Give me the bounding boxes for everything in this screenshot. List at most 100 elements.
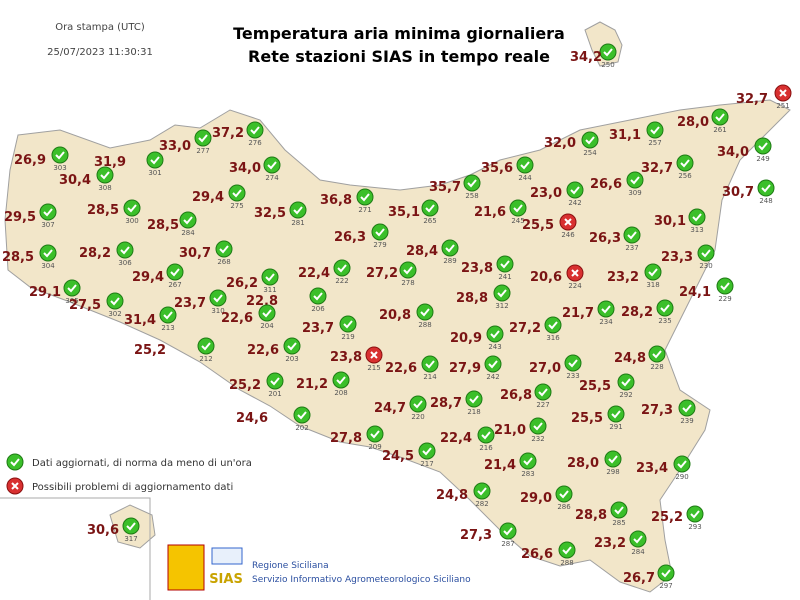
status-icon-ok [529,417,547,435]
station-id: 287 [501,540,514,548]
station: 217 24,5 [382,442,436,468]
status-icon-ok [493,284,511,302]
status-icon-ok [519,452,537,470]
icon-mark [630,176,640,185]
status-icon-ok [266,372,284,390]
status-icon-ok [477,426,495,444]
station-id: 201 [268,390,281,398]
status-icon-ok [289,201,307,219]
icon-circle [332,371,350,389]
station: 311 26,2 [226,268,279,294]
icon-circle [179,211,197,229]
station: 209 27,8 [330,425,384,451]
station-id: 302 [108,310,121,318]
icon-mark [715,113,725,122]
station-id: 235 [658,317,671,325]
station-id: 217 [420,460,433,468]
station-id: 307 [41,221,54,229]
icon-circle [194,129,212,147]
station-id: 291 [609,423,622,431]
temperature-label: 24,8 [436,488,468,503]
temperature-label: 21,7 [562,306,594,321]
icon-circle [116,241,134,259]
temperature-label: 27,0 [529,361,561,376]
temperature-label: 21,6 [474,205,506,220]
status-icon-ok [146,151,164,169]
icon-mark [337,264,347,273]
icon-mark [585,136,595,145]
temperature-label: 35,7 [429,180,461,195]
temperature-label: 29,0 [520,491,552,506]
station-id: 283 [521,470,534,478]
icon-mark [469,395,479,404]
status-icon-ok [644,263,662,281]
status-icon-problem [559,213,577,231]
icon-circle [266,372,284,390]
status-icon-ok [261,268,279,286]
station: 309 26,6 [590,171,644,197]
icon-mark [267,161,277,170]
temperature-label: 30,4 [59,173,91,188]
station: 204 22,6 [221,304,276,330]
status-icon-ok [441,239,459,257]
icon-circle [371,223,389,241]
status-icon-ok [63,279,81,297]
temperature-label: 32,0 [544,136,576,151]
station: 288 20,8 [379,303,434,329]
temperature-label: 23,8 [330,350,362,365]
station: 281 32,5 [254,201,307,227]
temperature-label: 20,9 [450,331,482,346]
icon-mark [648,268,658,277]
station-id: 274 [265,174,279,182]
station-id: 230 [699,262,712,270]
icon-mark [287,342,297,351]
icon-mark [650,126,660,135]
icon-circle [215,240,233,258]
temperature-label: 22,6 [247,343,279,358]
station-id: 218 [467,408,480,416]
station: 292 25,5 [579,373,635,399]
status-icon-ok [657,564,675,582]
station: 288 26,6 [521,541,576,567]
station: 275 29,4 [192,184,246,210]
status-icon-ok [581,131,599,149]
temperature-label: 27,8 [330,431,362,446]
icon-mark [758,142,768,151]
station-id: 313 [690,226,703,234]
station: 291 25,5 [571,405,625,431]
icon-mark [562,546,572,555]
status-icon-ok [332,371,350,389]
temperature-label: 28,5 [2,250,34,265]
station-id: 268 [217,258,230,266]
status-icon-ok [356,188,374,206]
status-icon-ok [516,156,534,174]
temperature-label: 23,7 [174,296,206,311]
icon-circle [339,315,357,333]
station-id: 258 [465,192,478,200]
icon-circle [509,199,527,217]
logo: SIAS [167,544,243,591]
station: 202 24,6 [236,406,311,432]
status-icon-ok [499,522,517,540]
status-icon-ok [656,299,674,317]
station-id: 282 [475,500,488,508]
legend-label: Possibili problemi di aggiornamento dati [32,482,233,493]
temperature-label: 21,0 [494,423,526,438]
print-label: Ora stampa (UTC) [55,22,145,33]
station: 246 25,5 [522,213,577,239]
status-icon-ok [339,315,357,333]
icon-circle [366,425,384,443]
station: 234 21,7 [562,300,615,326]
icon-mark [420,308,430,317]
temperature-label: 35,1 [388,205,420,220]
icon-circle [604,450,622,468]
station: 232 21,0 [494,417,547,443]
icon-mark [601,305,611,314]
status-icon-ok [484,355,502,373]
icon-circle [496,255,514,273]
station-id: 216 [479,444,493,452]
temperature-label: 31,1 [609,128,641,143]
station-id: 304 [41,262,55,270]
icon-mark [67,284,77,293]
station-id: 233 [566,372,579,380]
